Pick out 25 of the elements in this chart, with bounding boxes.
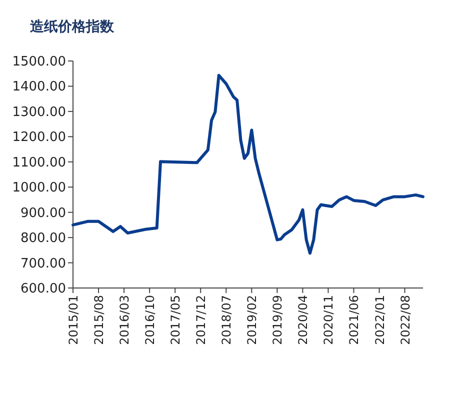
x-tick-label: 2021/06 — [347, 295, 362, 345]
y-tick-label: 1300.00 — [12, 104, 66, 120]
y-tick-label: 1000.00 — [12, 180, 66, 196]
y-tick-label: 1200.00 — [12, 130, 66, 146]
x-tick-label: 2019/02 — [245, 295, 260, 345]
y-tick-label: 700.00 — [20, 256, 66, 272]
chart-title: 造纸价格指数 — [29, 19, 115, 35]
x-tick-label: 2017/12 — [194, 295, 208, 345]
x-tick-label: 2020/11 — [322, 295, 336, 345]
x-tick-label: 2017/05 — [168, 295, 183, 345]
x-tick-label: 2016/03 — [118, 295, 132, 345]
x-tick-label: 2016/10 — [143, 295, 158, 345]
y-tick-label: 1100.00 — [12, 155, 66, 170]
y-tick-label: 1400.00 — [12, 80, 66, 95]
x-tick-label: 2019/09 — [270, 295, 285, 345]
x-tick-label: 2018/07 — [220, 295, 234, 345]
x-tick-label: 2020/04 — [296, 295, 310, 345]
y-tick-label: 800.00 — [20, 231, 66, 246]
y-tick-label: 600.00 — [20, 282, 66, 296]
x-tick-label: 2022/01 — [372, 295, 387, 345]
x-tick-label: 2015/01 — [66, 295, 80, 345]
x-tick-label: 2015/08 — [92, 295, 106, 345]
y-tick-label: 1500.00 — [12, 54, 66, 70]
x-tick-label: 2022/08 — [398, 295, 412, 345]
y-tick-label: 900.00 — [20, 206, 66, 221]
